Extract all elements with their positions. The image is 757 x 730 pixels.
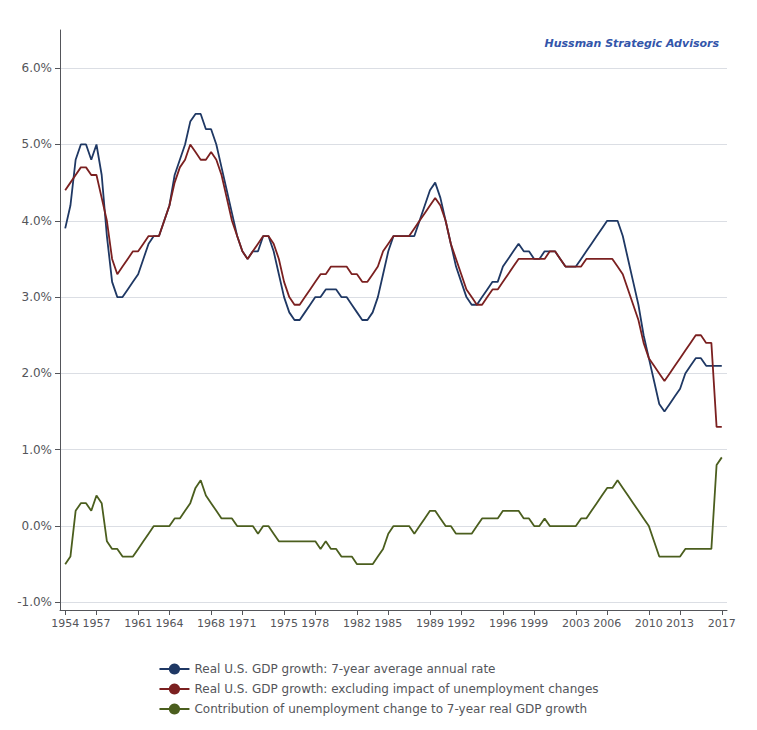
svg-text:Hussman Strategic Advisors: Hussman Strategic Advisors <box>545 37 720 50</box>
svg-text:6.0%: 6.0% <box>22 61 53 75</box>
svg-text:3.0%: 3.0% <box>22 290 53 304</box>
svg-text:1961: 1961 <box>124 617 152 630</box>
svg-text:2017: 2017 <box>708 617 736 630</box>
svg-text:1989: 1989 <box>416 617 444 630</box>
svg-text:1964: 1964 <box>155 617 183 630</box>
svg-text:4.0%: 4.0% <box>22 214 53 228</box>
svg-text:1999: 1999 <box>520 617 548 630</box>
svg-text:5.0%: 5.0% <box>22 137 53 151</box>
svg-text:1968: 1968 <box>197 617 225 630</box>
svg-text:Real U.S. GDP growth: 7-year a: Real U.S. GDP growth: 7-year average ann… <box>194 662 495 676</box>
svg-text:-1.0%: -1.0% <box>17 595 52 609</box>
svg-text:2006: 2006 <box>593 617 621 630</box>
svg-text:1971: 1971 <box>228 617 256 630</box>
svg-text:1.0%: 1.0% <box>22 443 53 457</box>
svg-text:1978: 1978 <box>301 617 329 630</box>
svg-text:1957: 1957 <box>82 617 110 630</box>
svg-text:1992: 1992 <box>447 617 475 630</box>
svg-text:Contribution of unemployment c: Contribution of unemployment change to 7… <box>194 702 587 716</box>
svg-text:1975: 1975 <box>270 617 298 630</box>
svg-text:2010: 2010 <box>635 617 663 630</box>
svg-text:1985: 1985 <box>374 617 402 630</box>
svg-text:Real U.S. GDP growth: excludin: Real U.S. GDP growth: excluding impact o… <box>194 682 598 696</box>
svg-text:0.0%: 0.0% <box>22 519 53 533</box>
svg-text:2003: 2003 <box>562 617 590 630</box>
svg-text:2.0%: 2.0% <box>22 366 53 380</box>
svg-text:1982: 1982 <box>343 617 371 630</box>
svg-text:2013: 2013 <box>666 617 694 630</box>
svg-text:1954: 1954 <box>51 617 79 630</box>
svg-text:1996: 1996 <box>489 617 517 630</box>
